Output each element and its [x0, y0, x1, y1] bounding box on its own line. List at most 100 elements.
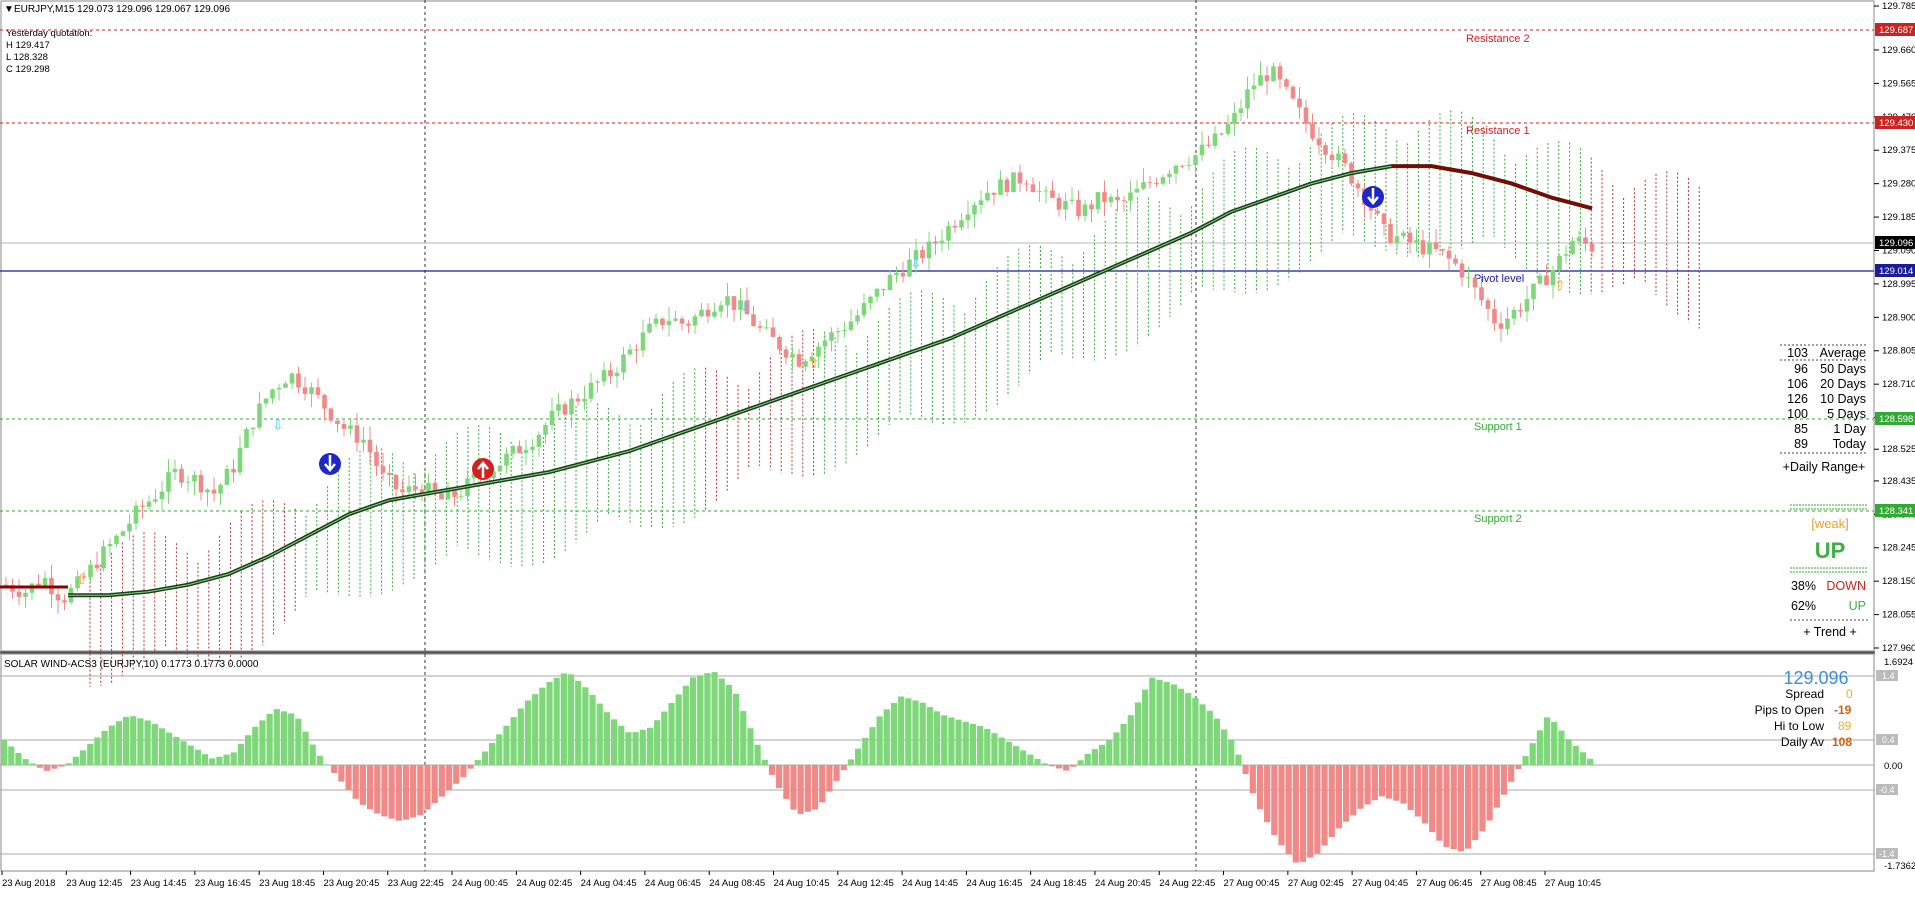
candle-body [998, 179, 1003, 195]
candle-body [959, 220, 964, 228]
trend-strength: [weak] [1811, 516, 1849, 531]
time-tick-label: 24 Aug 18:45 [1031, 878, 1087, 889]
histogram-bar [1213, 718, 1221, 765]
histogram-bar [295, 718, 302, 765]
collapse-icon[interactable]: ▼ [4, 4, 14, 15]
candle-body [751, 314, 756, 327]
candle-body [1180, 165, 1185, 167]
candle-body [146, 501, 152, 507]
histogram-bar [1457, 765, 1465, 852]
time-tick-label: 24 Aug 08:45 [709, 878, 765, 889]
indicator-axis-1-4: 1.4 [1882, 671, 1895, 681]
histogram-bar [646, 727, 654, 765]
histogram-bar [395, 765, 402, 821]
histogram-bar [137, 718, 144, 765]
candle-body [1505, 318, 1510, 329]
histogram-bar [460, 765, 467, 778]
trend-up-pct: 62% [1791, 599, 1816, 613]
histogram-bar [998, 737, 1005, 765]
histogram-bar [130, 716, 137, 765]
histogram-bar [625, 732, 632, 765]
candle-body [289, 373, 295, 384]
candle-body [400, 489, 405, 493]
histogram-bar [1163, 681, 1170, 765]
histogram-bar [697, 675, 704, 765]
range-row-value: 126 [1787, 392, 1808, 406]
candle-body [1329, 154, 1335, 161]
candle-body [198, 474, 204, 493]
candle-body [1115, 196, 1120, 201]
histogram-bar [1465, 765, 1472, 849]
candle-body [387, 472, 392, 475]
candle-body [1173, 165, 1179, 174]
histogram-bar [510, 717, 517, 765]
histogram-bar [1522, 756, 1529, 765]
candle-body [1251, 85, 1257, 90]
moving-average-down-segment [1391, 164, 1593, 210]
candle-body [946, 226, 951, 241]
histogram-bar [1493, 765, 1500, 808]
histogram-bar [733, 693, 740, 765]
histogram-bar [345, 765, 352, 791]
candle-body [575, 398, 581, 402]
candle-body [1160, 177, 1166, 184]
candle-body [582, 398, 587, 402]
histogram-bar [1027, 754, 1034, 765]
candle-body [335, 420, 340, 425]
candle-body [705, 309, 711, 317]
histogram-bar [252, 726, 259, 765]
candle-body [790, 354, 795, 358]
candle-body [133, 505, 139, 524]
support-1-tag: 128.598 [1875, 412, 1915, 425]
indicator-axis-tag [1876, 670, 1898, 681]
candle-body [1043, 190, 1049, 192]
time-tick-label: 24 Aug 16:45 [966, 878, 1022, 889]
candle-body [1108, 196, 1114, 203]
candle-body [302, 387, 308, 395]
histogram-bar [668, 702, 675, 765]
histogram-bar [223, 754, 230, 765]
candle-body [868, 296, 873, 304]
sell-signal-icon[interactable] [319, 453, 341, 475]
yesterday-close: C 129.298 [6, 64, 50, 75]
candle-body [1479, 287, 1484, 301]
histogram-bar [783, 765, 790, 799]
histogram-bar [532, 694, 539, 765]
histogram-bar [1127, 715, 1134, 765]
histogram-bar [977, 726, 984, 765]
time-tick-label: 23 Aug 20:45 [323, 878, 379, 889]
buy-signal-icon[interactable] [472, 458, 494, 480]
histogram-bar [166, 732, 173, 765]
candle-body [231, 468, 236, 473]
candle-body [1570, 241, 1575, 255]
histogram-bar [905, 698, 912, 765]
candle-body [1238, 108, 1244, 113]
candle-body [413, 486, 418, 490]
price-tick-label: 129.375 [1882, 145, 1915, 156]
time-axis[interactable]: 23 Aug 2018 23 Aug 12:45 23 Aug 14:45 23 Au… [1, 871, 1601, 889]
histogram-bar [1221, 729, 1228, 765]
candle-body [1095, 192, 1101, 210]
candle-body [354, 425, 360, 443]
candle-body [1394, 236, 1400, 243]
candle-body [120, 531, 126, 536]
histogram-bar [1134, 702, 1142, 765]
candle-body [315, 387, 321, 395]
candle-body [1206, 144, 1211, 146]
histogram-bar [898, 696, 905, 765]
candle-body [1420, 240, 1426, 255]
moving-average-highlight [68, 165, 1593, 596]
histogram-bar [524, 700, 532, 765]
histogram-bar [1328, 765, 1335, 838]
sell-signal-icon-2[interactable] [1362, 186, 1384, 208]
down-arrow-icon-2: ⇩ [910, 255, 922, 271]
svg-text:129.687: 129.687 [1879, 25, 1913, 36]
histogram-bar [1249, 765, 1256, 794]
histogram-bar [431, 765, 438, 804]
candle-body [1245, 89, 1250, 109]
histogram-bar [933, 711, 941, 765]
histogram-bar [367, 765, 374, 810]
histogram-bar [553, 677, 560, 765]
